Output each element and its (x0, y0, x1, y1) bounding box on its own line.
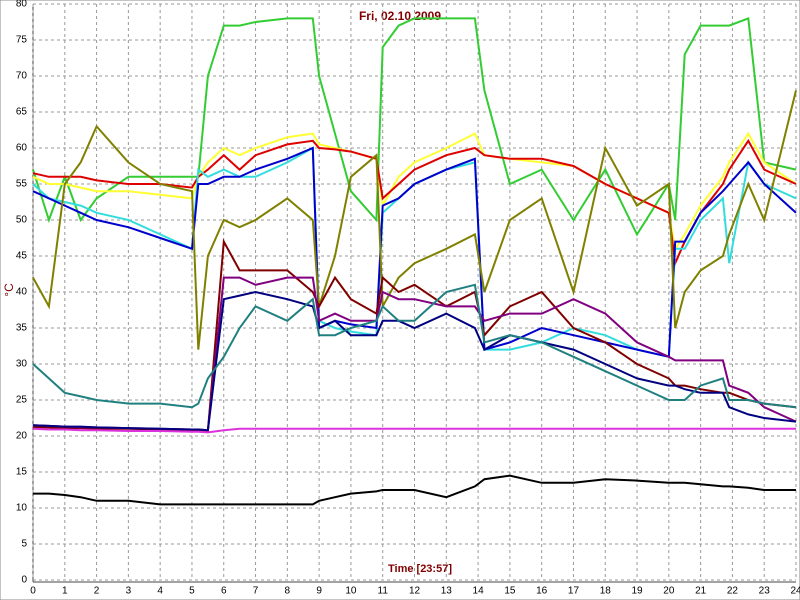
x-tick-label: 13 (441, 586, 453, 597)
x-tick-label: 4 (157, 586, 163, 597)
x-tick-label: 1 (62, 586, 68, 597)
y-tick-label: 75 (16, 35, 28, 46)
x-tick-label: 16 (536, 586, 548, 597)
x-tick-label: 15 (504, 586, 516, 597)
y-tick-label: 65 (16, 107, 28, 118)
x-tick-label: 0 (30, 586, 36, 597)
y-tick-label: 10 (16, 503, 28, 514)
series-line (32, 290, 797, 432)
x-tick-label: 23 (759, 586, 771, 597)
x-tick-label: 9 (316, 586, 322, 597)
x-tick-label: 18 (600, 586, 612, 597)
x-tick-label: 17 (568, 586, 580, 597)
x-tick-label: 7 (253, 586, 259, 597)
x-tick-label: 20 (663, 586, 675, 597)
x-tick-label: 12 (409, 586, 421, 597)
chart-title: Fri, 02.10.2009 (359, 9, 441, 23)
x-tick-label: 3 (126, 586, 132, 597)
x-tick-label: 24 (790, 586, 800, 597)
series-line (32, 146, 797, 359)
y-tick-label: 25 (16, 395, 28, 406)
y-tick-label: 45 (16, 251, 28, 262)
series-line (32, 17, 797, 237)
x-axis-label: Time [23:57] (388, 563, 452, 575)
series-line (33, 474, 796, 506)
x-tick-label: 2 (94, 586, 100, 597)
y-tick-label: 20 (16, 431, 28, 442)
x-tick-label: 22 (727, 586, 739, 597)
y-tick-label: 80 (16, 0, 28, 10)
y-tick-label: 40 (16, 287, 28, 298)
x-tick-label: 5 (189, 586, 195, 597)
x-tick-label: 19 (631, 586, 643, 597)
x-tick-label: 14 (473, 586, 485, 597)
y-tick-label: 5 (21, 539, 27, 550)
y-tick-label: 60 (16, 143, 28, 154)
y-tick-label: 70 (16, 71, 28, 82)
x-tick-label: 6 (221, 586, 227, 597)
x-tick-label: 10 (345, 586, 357, 597)
x-tick-label: 8 (285, 586, 291, 597)
x-tick-label: 21 (695, 586, 707, 597)
y-axis-label: °C (2, 283, 16, 297)
y-tick-label: 30 (16, 359, 28, 370)
y-tick-label: 0 (21, 575, 27, 586)
y-tick-label: 35 (16, 323, 28, 334)
x-tick-label: 11 (378, 586, 389, 597)
y-tick-label: 50 (16, 215, 28, 226)
series-line (32, 427, 796, 434)
y-tick-label: 55 (16, 179, 28, 190)
series-line (32, 283, 797, 409)
y-tick-label: 15 (16, 467, 28, 478)
